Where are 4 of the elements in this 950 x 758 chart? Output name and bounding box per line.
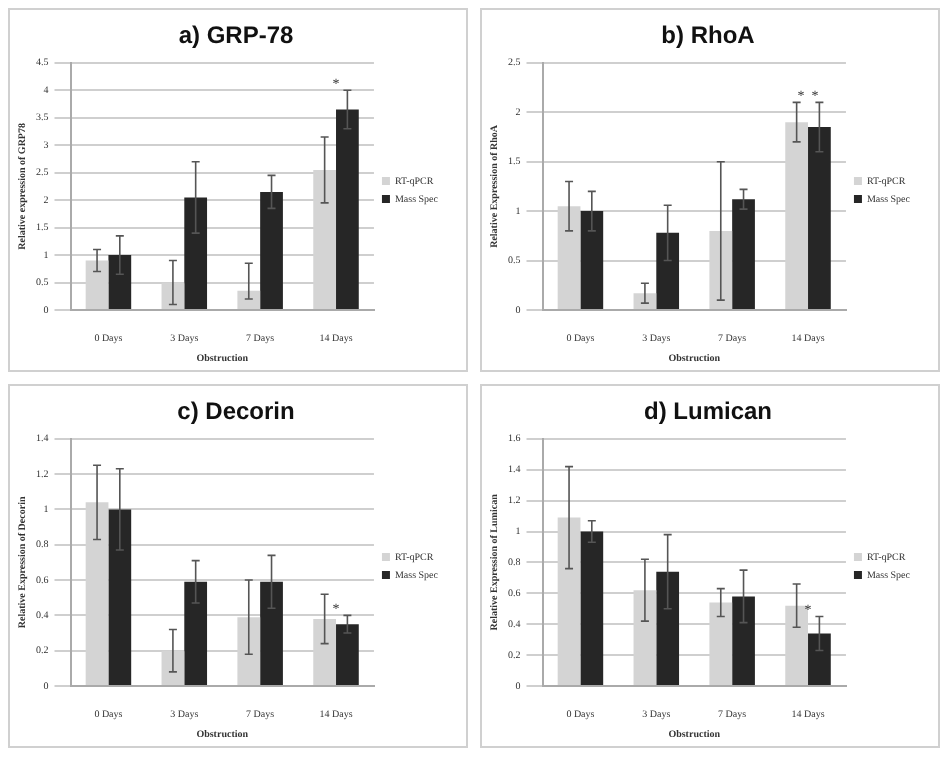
chart-title: b) RhoA xyxy=(661,21,756,50)
chart-title: a) GRP-78 xyxy=(178,21,294,50)
chart-title: c) Decorin xyxy=(177,397,295,426)
chart-title: d) Lumican xyxy=(643,397,773,426)
